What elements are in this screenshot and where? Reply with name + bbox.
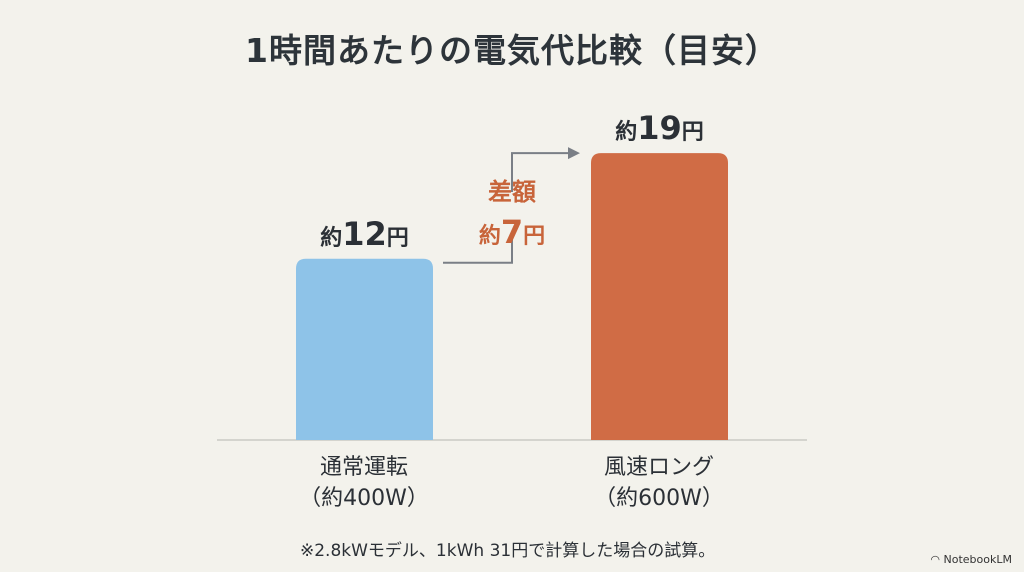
difference-label-value: 約7円	[479, 213, 545, 251]
arrow-head-icon	[568, 147, 580, 160]
category-sublabel: （約600W）	[594, 486, 724, 511]
arrow-upper-segment	[511, 152, 570, 192]
category-label-1: 風速ロング （約600W）	[539, 452, 779, 514]
arrow-lower-segment	[443, 238, 513, 264]
category-label-0: 通常運転 （約400W）	[244, 452, 484, 514]
category-name: 通常運転	[319, 455, 408, 480]
data-label-1: 約19円	[615, 109, 704, 147]
brand-text: NotebookLM	[943, 553, 1012, 566]
bar-1	[591, 153, 728, 440]
footnote: ※2.8kWモデル、1kWh 31円で計算した場合の試算。	[300, 541, 716, 561]
difference-label-line1: 差額	[488, 178, 536, 206]
category-sublabel: （約400W）	[299, 486, 429, 511]
category-name: 風速ロング	[603, 455, 714, 480]
data-label-0: 約12円	[320, 215, 409, 253]
bar-0	[296, 258, 433, 440]
brand-logo: ◠ NotebookLM	[930, 553, 1012, 566]
chart-title: 1時間あたりの電気代比較（目安）	[245, 31, 779, 70]
